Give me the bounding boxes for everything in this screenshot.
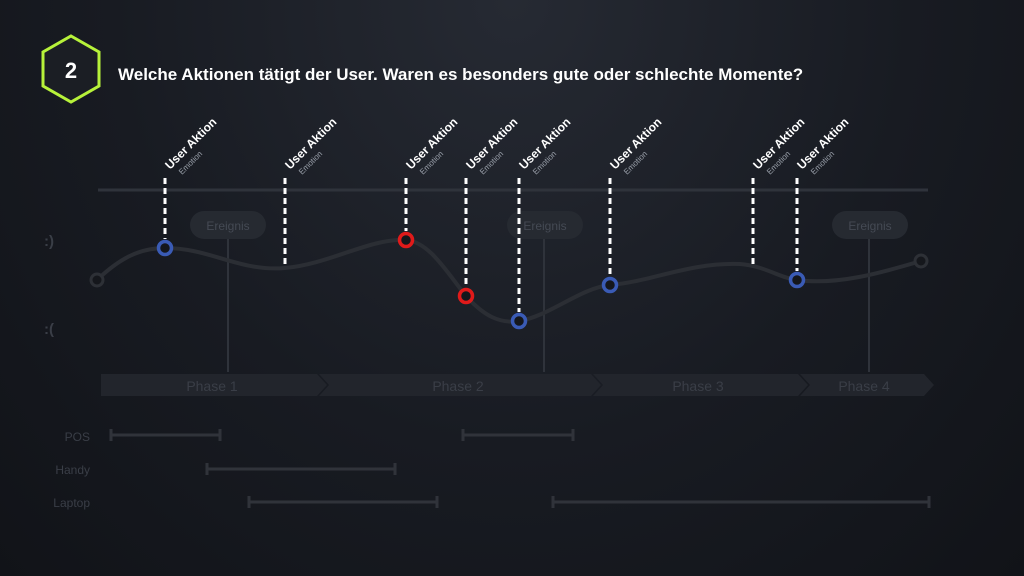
step-hexagon [41,34,101,104]
phase-arrow [800,374,934,396]
good-emotion-label: :) [44,233,54,250]
phase-label: Phase 2 [432,378,484,394]
positive-moment-dot [510,312,528,330]
svg-text:Ereignis: Ereignis [523,219,566,233]
device-label: Handy [55,463,90,477]
positive-moment-dot [788,271,806,289]
phase-arrow [593,374,808,396]
device-usage-bar [461,429,575,441]
device-label: POS [65,430,90,444]
bad-emotion-label: :( [44,321,54,338]
curve-end-point [913,253,929,269]
device-usage-bar [109,429,222,441]
device-label: Laptop [53,496,90,510]
device-usage-bar [205,463,397,475]
phase-arrow [319,374,601,396]
negative-moment-dot [457,287,475,305]
positive-moment-dot [601,276,619,294]
emotion-curve [95,237,922,324]
phase-label: Phase 3 [672,378,724,394]
page-title: Welche Aktionen tätigt der User. Waren e… [118,65,803,84]
svg-text:Ereignis: Ereignis [848,219,891,233]
event-pill: Ereignis [507,211,583,239]
positive-moment-dot [156,239,174,257]
curve-start-point [89,272,105,288]
phase-label: Phase 4 [838,378,890,394]
device-usage-bar [551,496,931,508]
device-usage-bar [247,496,439,508]
negative-moment-dot [397,231,415,249]
phase-label: Phase 1 [186,378,238,394]
event-pill: Ereignis [190,211,266,239]
step-number: 2 [65,58,77,83]
phase-arrow [101,374,327,396]
event-pill: Ereignis [832,211,908,239]
svg-text:Ereignis: Ereignis [206,219,249,233]
